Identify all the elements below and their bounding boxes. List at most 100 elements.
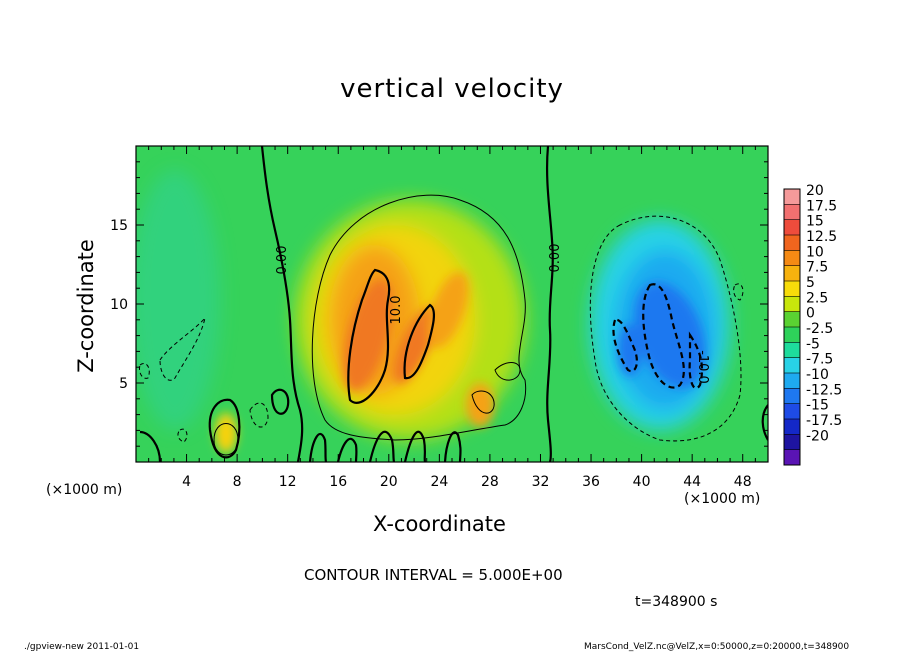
colorbar-swatch [784,373,800,389]
x-tick-label: 40 [633,474,651,490]
x-unit-right: (×1000 m) [684,491,761,507]
contour-neg10-c [688,331,704,390]
colorbar: 2017.51512.5107.552.50-2.5-5-7.5-10-12.5… [783,183,842,466]
colorbar-swatch [784,296,800,313]
contour-labels: 0.00 10.0 0.00 -10.0 [275,244,710,384]
contour-5-updraft [311,194,527,441]
contour-neg10-b [612,318,638,373]
x-tick-label: 28 [481,474,499,490]
colorbar-swatch [784,311,800,328]
contour-zero-blob-1 [270,388,290,415]
colorbar-swatch [784,388,800,405]
colorbar-swatch [784,342,800,359]
contour-zero-right-edge [761,404,768,441]
contour-interval-text: CONTOUR INTERVAL = 5.000E+00 [304,566,563,584]
contour-label-text: 10.0 [389,296,404,325]
x-tick-label: 32 [532,474,550,490]
contour-neg5-right [733,283,744,301]
contour-label: -10.0 [695,350,710,384]
y-axis: 5 10 15 [110,161,768,447]
x-axis: 4 8 12 16 20 24 28 32 36 40 44 48 [148,146,756,490]
x-tick-label: 48 [734,474,752,490]
colorbar-label: 0 [806,306,815,322]
x-tick-label: 20 [380,474,398,490]
colorbar-swatch [784,281,800,297]
x-tick-label: 24 [430,474,448,490]
contour-zero-blob-3 [139,430,162,462]
contour-zero-fingers [308,430,462,462]
contour-neg5-left-1 [159,317,206,381]
colorbar-swatch [784,219,800,236]
downdraft-core-2 [618,324,642,376]
contour-neg5-left-2 [249,402,269,428]
x-tick-label: 8 [233,474,242,490]
colorbar-swatch [784,327,800,343]
updraft-core-a [343,278,393,392]
x-tick-label: 36 [582,474,600,490]
colorbar-label: -12.5 [806,382,842,398]
contour-10-core-b [403,303,436,380]
x-axis-label: X-coordinate [373,512,506,536]
colorbar-label: 17.5 [806,198,837,214]
colorbar-label: 5 [806,275,815,291]
colorbar-label: 2.5 [806,290,828,306]
x-tick-label: 12 [279,474,297,490]
time-label: t=348900 s [635,594,718,610]
contour-label-text: -10.0 [695,350,710,384]
colorbar-swatch [784,357,800,374]
colorbar-swatch [784,434,800,451]
contour-label-text: 0.00 [275,246,290,275]
contour-zero-left [260,146,304,462]
updraft-lobe-d [466,383,494,427]
contour-5-small [494,362,521,381]
contour-neg5-left-3 [139,363,150,379]
colorbar-label: -15 [806,398,829,414]
contour-neg5-left-4 [177,428,188,443]
x-tick-label: 16 [329,474,347,490]
y-tick-label: 15 [110,218,128,234]
x-unit-left: (×1000 m) [46,482,123,498]
updraft-lobe-e [215,413,237,453]
x-tick-label: 44 [683,474,701,490]
field-weak-down-left [136,170,220,430]
colorbar-swatch [784,419,800,435]
colorbar-label: -10 [806,367,829,383]
colorbar-label: 12.5 [806,229,837,245]
contour-label-text: 0.00 [548,244,563,273]
colorbar-label: 7.5 [806,260,828,276]
colorbar-swatch [784,449,800,466]
y-tick-label: 5 [119,376,128,392]
colorbar-swatch [784,250,800,267]
chart-title: vertical velocity [340,74,564,104]
colorbar-swatch [784,265,800,282]
footer-left: ./gpview-new 2011-01-01 [24,642,140,652]
colorbar-label: -2.5 [806,321,833,337]
colorbar-swatch [784,235,800,251]
contour-5-lobe [471,390,495,414]
contour-zero-right [545,146,554,462]
footer-right: MarsCond_VelZ.nc@VelZ,x=0:50000,z=0:2000… [584,642,850,652]
colorbar-label: 20 [806,183,824,199]
colorbar-swatch [784,189,800,205]
colorbar-swatch [784,403,800,420]
velocity-field [136,146,768,462]
contour-label: 10.0 [389,296,404,325]
colorbar-label: -5 [806,336,820,352]
colorbar-label: -20 [806,428,829,444]
colorbar-label: -7.5 [806,352,833,368]
contour-neg5-downdraft [589,215,742,442]
colorbar-label: 10 [806,244,824,260]
y-tick-label: 10 [110,297,128,313]
contour-zero-blob-2 [208,398,241,459]
contour-neg10-a [642,283,685,389]
updraft-lobe-c [427,272,469,348]
contour-10-core-a [347,268,391,404]
downdraft-core [634,282,706,388]
colorbar-swatch [784,204,800,221]
contour-label: 0.00 [548,244,563,273]
x-tick-label: 4 [182,474,191,490]
contour-label: 0.00 [275,246,290,275]
colorbar-label: -17.5 [806,413,842,429]
colorbar-label: 15 [806,214,824,230]
